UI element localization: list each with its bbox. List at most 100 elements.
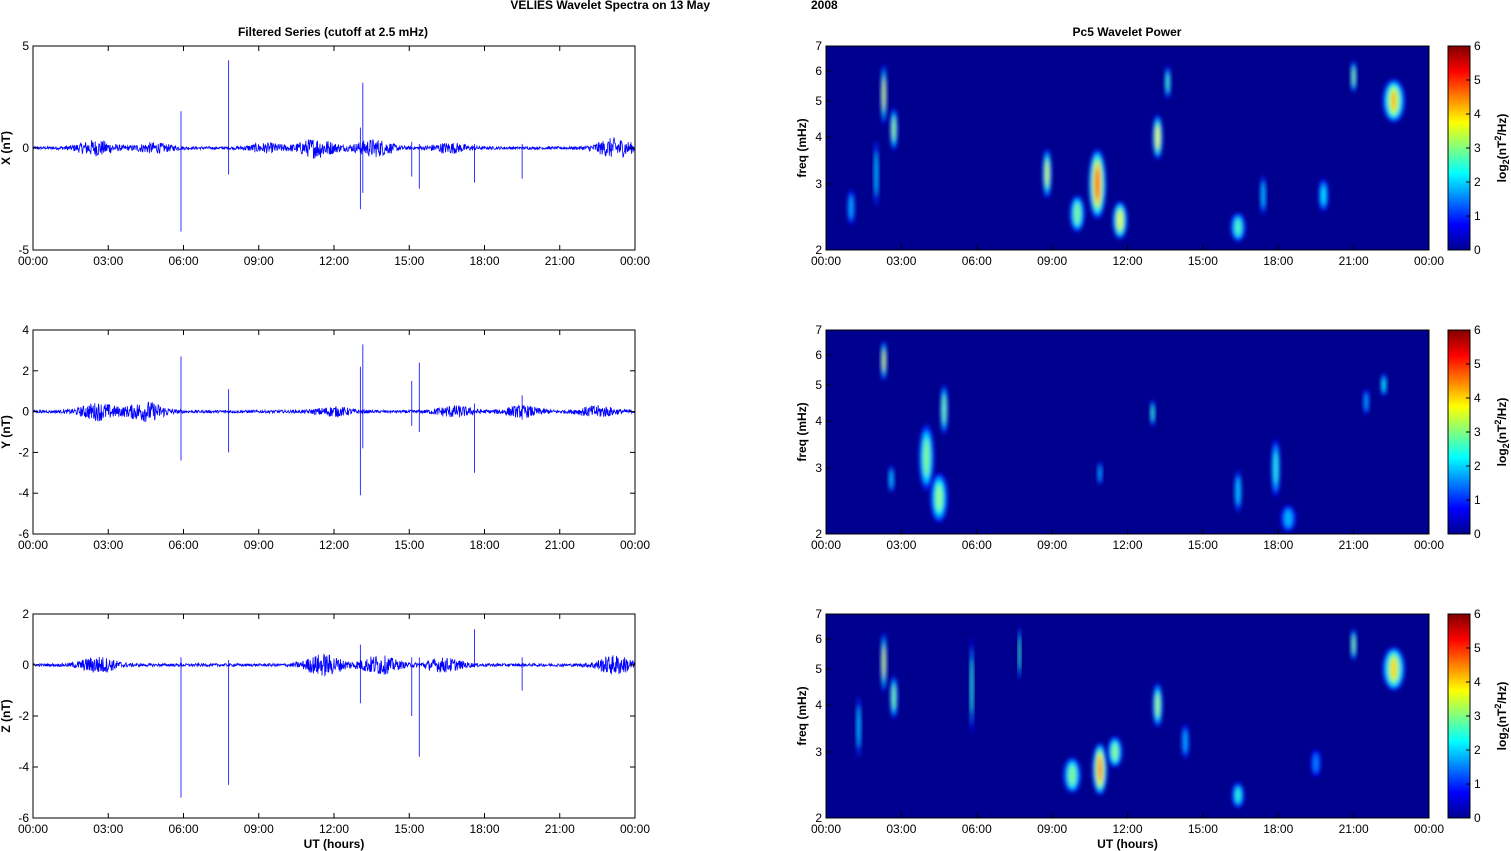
x-tick-label: 09:00	[244, 822, 274, 836]
y-tick-label: 6	[815, 348, 822, 362]
colorbar-tick-label: 5	[1474, 357, 1481, 371]
y-tick-label: -4	[18, 760, 29, 774]
x-tick-label: 12:00	[319, 538, 349, 552]
spectrum-blob	[1318, 178, 1329, 212]
x-tick-label: 15:00	[394, 538, 424, 552]
x-axis-label: UT (hours)	[1097, 837, 1158, 851]
y-tick-label: 7	[815, 39, 822, 53]
y-axis-label: Z (nT)	[0, 699, 13, 732]
x-tick-label: 03:00	[886, 538, 916, 552]
colorbar-tick-label: 5	[1474, 641, 1481, 655]
spectrum-blob	[918, 424, 935, 491]
colorbar-tick-label: 4	[1474, 675, 1481, 689]
y-tick-label: 4	[22, 323, 29, 337]
y-tick-label: -4	[18, 486, 29, 500]
x-tick-label: 21:00	[1339, 538, 1369, 552]
y-tick-label: 5	[815, 94, 822, 108]
x-tick-label: 15:00	[394, 822, 424, 836]
colorbar-tick-label: 3	[1474, 425, 1481, 439]
y-tick-label: 3	[815, 177, 822, 191]
series-line	[32, 137, 636, 160]
series-line	[32, 401, 636, 422]
y-tick-label: 0	[22, 141, 29, 155]
spectrum-blob	[890, 675, 898, 719]
spectrum-blob	[873, 140, 879, 207]
x-tick-label: 00:00	[811, 254, 841, 268]
spectrum-blob	[1363, 389, 1370, 415]
x-tick-label: 00:00	[1414, 254, 1444, 268]
x-axis-label: UT (hours)	[304, 837, 365, 851]
spectrum-background	[826, 614, 1429, 818]
y-tick-label: -5	[18, 243, 29, 257]
y-tick-label: 5	[815, 378, 822, 392]
series-panel-z: 00:00 03:00 06:00 09:00 12:00 15:00 18:00 21:00…	[0, 607, 650, 851]
colorbar-label: log2(nT2/Hz)	[1493, 682, 1511, 751]
colorbar-tick-label: 5	[1474, 73, 1481, 87]
y-tick-label: 3	[815, 461, 822, 475]
colorbar-tick-label: 1	[1474, 493, 1481, 507]
y-tick-label: 5	[22, 39, 29, 53]
spectrum-background	[826, 330, 1429, 534]
spectrum-blob	[880, 340, 887, 381]
left-column-title: Filtered Series (cutoff at 2.5 mHz)	[238, 25, 428, 39]
spectrum-features	[847, 60, 1406, 242]
spectrum-features	[856, 624, 1406, 808]
spectrum-blob	[1231, 782, 1245, 808]
x-tick-label: 00:00	[18, 254, 48, 268]
x-tick-label: 21:00	[545, 822, 575, 836]
colorbar-tick-label: 2	[1474, 175, 1481, 189]
x-tick-label: 21:00	[545, 538, 575, 552]
x-tick-label: 03:00	[886, 254, 916, 268]
x-tick-label: 00:00	[18, 822, 48, 836]
x-tick-label: 09:00	[244, 538, 274, 552]
spectrum-blob	[1382, 647, 1406, 691]
x-tick-label: 00:00	[620, 538, 650, 552]
colorbar-tick-label: 2	[1474, 459, 1481, 473]
x-tick-label: 09:00	[1037, 254, 1067, 268]
spectrum-blob	[1112, 201, 1128, 240]
spectrum-blob	[1092, 742, 1108, 796]
spectrum-blob	[1164, 65, 1171, 99]
colorbar-tick-label: 3	[1474, 141, 1481, 155]
spectrum-blob	[1181, 724, 1190, 759]
spectrum-blob	[1280, 505, 1296, 532]
x-tick-label: 00:00	[1414, 822, 1444, 836]
colorbar-tick-label: 4	[1474, 391, 1481, 405]
x-tick-label: 12:00	[319, 822, 349, 836]
x-tick-label: 06:00	[962, 538, 992, 552]
x-tick-label: 21:00	[1339, 822, 1369, 836]
series-panel-x: 00:00 03:00 06:00 09:00 12:00 15:00 18:00 21:00…	[0, 39, 650, 268]
colorbar-tick-label: 3	[1474, 709, 1481, 723]
spectrum-blob	[880, 63, 887, 125]
spectrum-blob	[1271, 438, 1281, 498]
spectrum-blob	[930, 472, 948, 523]
y-axis-label: freq (mHz)	[795, 402, 809, 461]
y-tick-label: 2	[815, 527, 822, 541]
spectrum-blob	[1260, 175, 1267, 215]
y-tick-label: 4	[815, 414, 822, 428]
x-tick-label: 18:00	[469, 822, 499, 836]
y-axis-label: freq (mHz)	[795, 118, 809, 177]
x-tick-label: 06:00	[962, 822, 992, 836]
colorbar: 0 1 2 3 4 5 6 log2(nT2/Hz)	[1447, 323, 1511, 541]
colorbar-label: log2(nT2/Hz)	[1493, 398, 1511, 467]
x-tick-label: 18:00	[469, 538, 499, 552]
colorbar-tick-label: 1	[1474, 209, 1481, 223]
figure-title-right: 2008	[811, 0, 838, 12]
spectrum-blob	[880, 631, 887, 693]
spectrum-blob	[847, 189, 855, 225]
y-tick-label: 3	[815, 745, 822, 759]
spectrum-panel-3: 00:00 03:00 06:00 09:00 12:00 15:00 18:00 21:00…	[795, 607, 1511, 851]
y-tick-label: 2	[22, 607, 29, 621]
y-tick-label: 2	[22, 364, 29, 378]
spectrum-blob	[1382, 79, 1406, 123]
colorbar-tick-label: 0	[1474, 811, 1481, 825]
colorbar-tick-label: 0	[1474, 243, 1481, 257]
spectrum-features	[880, 340, 1387, 532]
y-axis-label: X (nT)	[0, 131, 13, 165]
colorbar-tick-label: 6	[1474, 607, 1481, 621]
spectrum-blob	[1152, 682, 1163, 728]
x-tick-label: 00:00	[620, 254, 650, 268]
y-tick-label: -2	[18, 709, 29, 723]
